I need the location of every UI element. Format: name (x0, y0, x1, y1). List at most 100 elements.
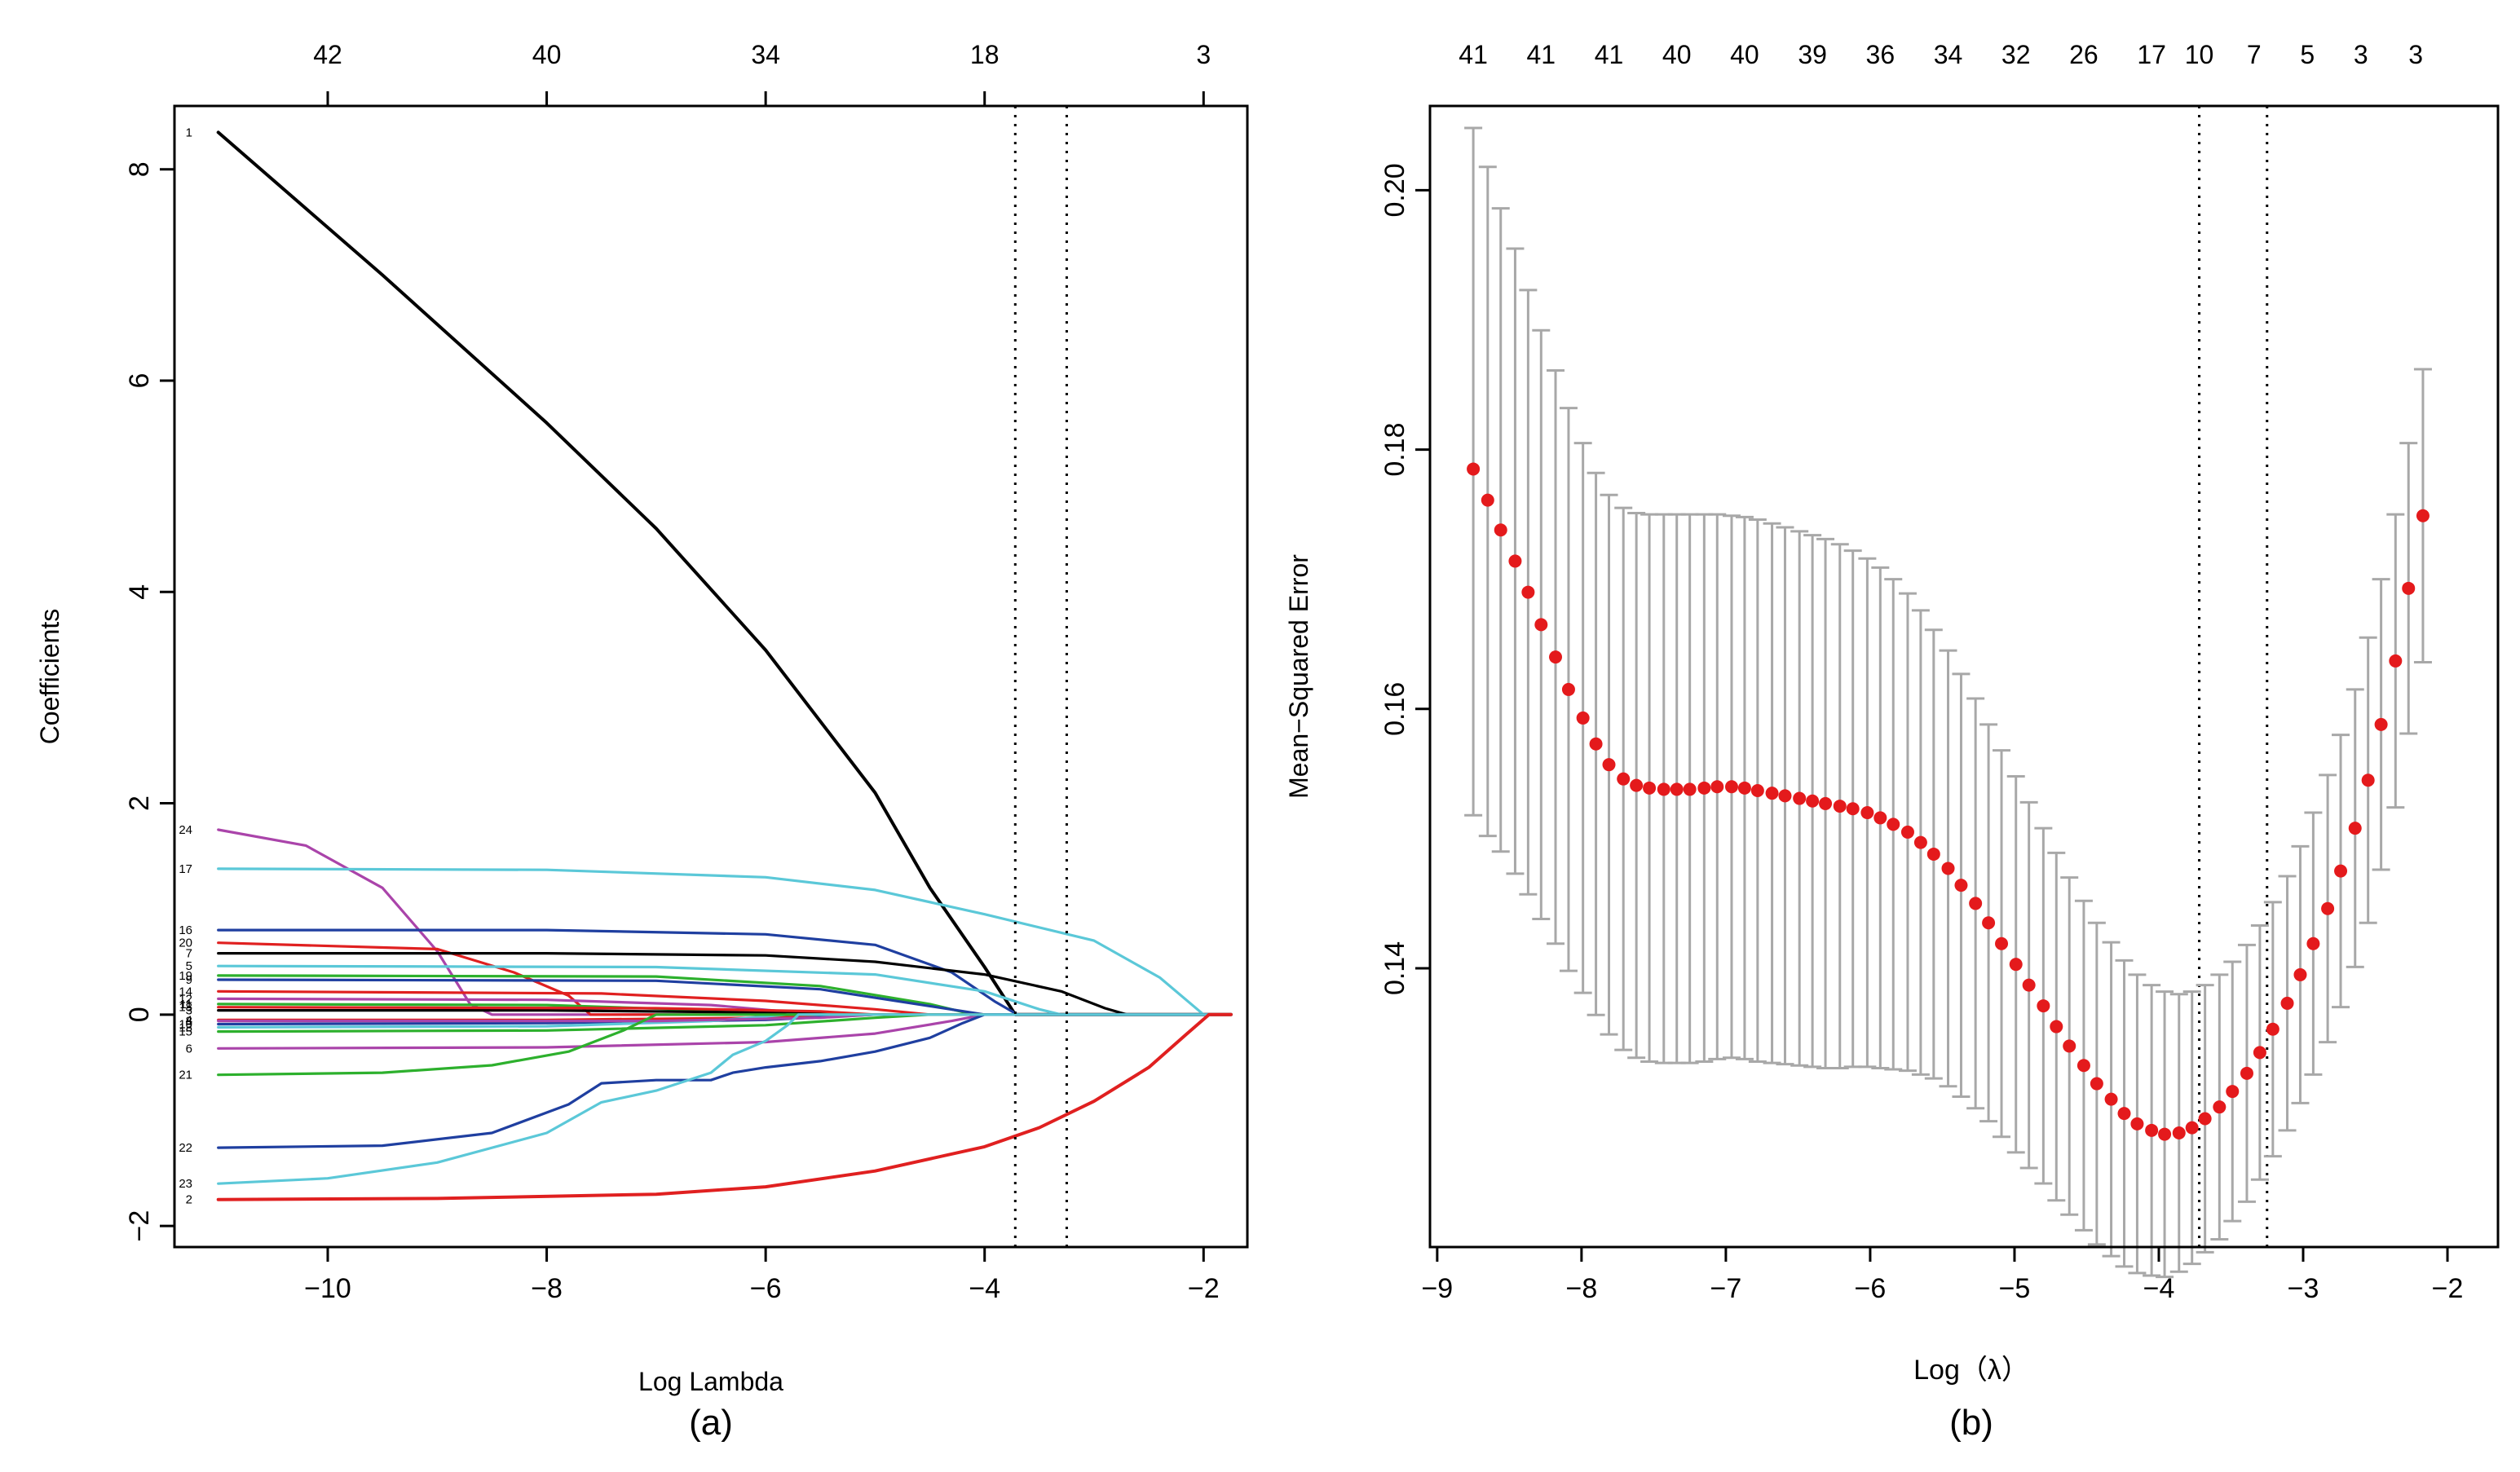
mse-point (2402, 581, 2416, 595)
coef-path-23 (217, 1013, 1233, 1185)
mse-point (1913, 835, 1927, 849)
coef-path-label-24: 24 (179, 823, 192, 837)
panel-b-top-tick-label: 40 (1730, 40, 1759, 69)
panel-a-top-tick-label: 40 (532, 40, 562, 69)
panel-a-top-axis: 42 40 34 18 3 (313, 40, 1211, 106)
coef-path-label-6: 6 (186, 1042, 192, 1056)
panel-b-cv-error-plot: −9 −8 −7 −6 −5 −4 −3 −2 0.140.160.180.20 41 41 41… (1284, 40, 2500, 1443)
coef-path-label-1: 1 (186, 126, 192, 139)
coef-path-7 (217, 952, 1233, 1016)
panel-a-coefficient-lines (216, 130, 1233, 1201)
panel-b-y-tick-label: 0.18 (1379, 422, 1410, 476)
mse-point (2090, 1077, 2103, 1091)
mse-point (2253, 1046, 2266, 1060)
mse-point (1521, 585, 1535, 599)
mse-point (1765, 787, 1779, 800)
panel-b-x-tick-label: −5 (1999, 1273, 2031, 1304)
panel-b-y-tick-label: 0.20 (1379, 163, 1410, 217)
mse-point (1941, 862, 1955, 875)
panel-a-y-tick-label: 8 (124, 161, 155, 177)
panel-a-x-axis: −10 −8 −6 −4 −2 (304, 1247, 1220, 1304)
mse-point (2321, 901, 2335, 915)
mse-point (2063, 1039, 2076, 1053)
mse-point (1697, 781, 1711, 795)
mse-point (2158, 1127, 2172, 1141)
mse-point (2306, 937, 2320, 950)
panel-b-top-tick-label: 3 (2408, 40, 2423, 69)
mse-point (1630, 778, 1644, 792)
panel-a-y-axis: −2 0 2 4 6 8 (124, 161, 174, 1241)
coef-path-label-4: 4 (186, 1013, 192, 1027)
mse-point (1494, 523, 1507, 537)
mse-point (1954, 879, 1968, 892)
panel-a-vertical-reference-lines (1013, 106, 1068, 1247)
panel-b-top-tick-label: 5 (2300, 40, 2315, 69)
mse-point (1549, 650, 1563, 664)
panel-b-x-tick-label: −4 (2143, 1273, 2175, 1304)
panel-a-y-tick-label: −2 (124, 1210, 155, 1242)
coef-path-label-13: 13 (179, 1020, 192, 1034)
coef-path-label-12: 12 (179, 992, 192, 1006)
panel-a-top-tick-label: 3 (1196, 40, 1211, 69)
panel-b-top-tick-label: 17 (2137, 40, 2166, 69)
panel-a-x-tick-label: −4 (969, 1273, 1000, 1304)
coef-path-label-16: 16 (179, 923, 192, 937)
mse-point (1657, 782, 1670, 796)
coef-path-label-8: 8 (186, 1015, 192, 1029)
mse-point (2050, 1020, 2063, 1033)
mse-point (2037, 999, 2050, 1013)
mse-point (1900, 825, 1914, 839)
panel-b-x-axis-title: Log（λ） (1913, 1355, 2029, 1386)
mse-point (1778, 789, 1792, 803)
coef-path-label-17: 17 (179, 862, 192, 876)
mse-point (2416, 509, 2430, 522)
coef-path-21 (217, 1013, 1233, 1077)
mse-point (1887, 818, 1900, 831)
coef-path-label-9: 9 (186, 973, 192, 987)
coef-path-label-22: 22 (179, 1141, 192, 1155)
mse-point (2076, 1059, 2090, 1073)
mse-point (2213, 1100, 2227, 1114)
panel-b-x-tick-label: −8 (1565, 1273, 1597, 1304)
mse-point (2117, 1107, 2131, 1121)
panel-b-top-tick-label: 32 (2001, 40, 2031, 69)
mse-point (1467, 462, 1481, 476)
mse-point (1481, 493, 1494, 507)
mse-point (2280, 996, 2294, 1010)
panel-b-x-tick-label: −3 (2288, 1273, 2319, 1304)
mse-point (1737, 781, 1751, 795)
panel-a-y-tick-label: 0 (124, 1007, 155, 1022)
mse-point (1846, 802, 1860, 816)
coef-path-label-20: 20 (179, 937, 192, 950)
mse-point (2198, 1112, 2212, 1126)
mse-point (2145, 1123, 2159, 1137)
panel-a-y-tick-label: 6 (124, 373, 155, 389)
panel-a-x-tick-label: −8 (531, 1273, 563, 1304)
panel-b-y-tick-label: 0.14 (1379, 941, 1410, 995)
panel-a-coefficient-paths: 124171620751991412113410131581862122232 … (35, 40, 1249, 1443)
coef-path-24 (217, 828, 1233, 1016)
panel-b-top-tick-label: 41 (1459, 40, 1488, 69)
coef-path-label-19: 19 (179, 969, 192, 983)
mse-point (2130, 1117, 2144, 1130)
mse-point (1926, 847, 1940, 861)
panel-b-mse-points (1467, 462, 2430, 1141)
mse-point (1508, 554, 1522, 568)
mse-point (1643, 781, 1657, 795)
coef-path-17 (217, 867, 1233, 1016)
coef-path-label-2: 2 (186, 1193, 192, 1207)
panel-a-caption: (a) (689, 1403, 733, 1443)
panel-b-vertical-reference-lines (2198, 106, 2269, 1247)
panel-b-top-tick-label: 3 (2354, 40, 2368, 69)
panel-b-y-tick-label: 0.16 (1379, 682, 1410, 736)
mse-point (1819, 796, 1833, 810)
coef-path-label-11: 11 (179, 998, 192, 1011)
mse-point (2293, 967, 2307, 981)
panel-b-caption: (b) (1949, 1403, 1993, 1443)
coef-path-label-5: 5 (186, 959, 192, 973)
mse-point (1561, 682, 1575, 696)
mse-point (1873, 811, 1887, 825)
panel-b-top-tick-label: 41 (1595, 40, 1624, 69)
